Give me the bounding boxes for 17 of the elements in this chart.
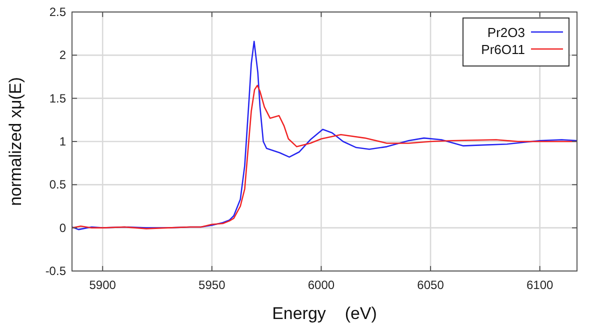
x-tick-label: 6050	[417, 278, 444, 292]
y-tick-label: 2	[59, 48, 66, 62]
x-tick-label: 5950	[198, 278, 226, 292]
y-tick-label: 0.5	[49, 178, 66, 192]
y-tick-label: 0	[59, 220, 66, 235]
y-tick-label: 1	[59, 134, 66, 148]
x-tick-label: 6000	[308, 278, 335, 292]
line-series	[71, 40, 578, 230]
x-tick-label: 6100	[526, 278, 554, 292]
x-axis-title: Energy (eV)	[272, 304, 377, 323]
x-tick-label: 5900	[89, 278, 116, 292]
y-tick-label: 1.5	[49, 91, 66, 106]
y-axis-title: normalized xμ(E)	[6, 77, 25, 206]
legend-label: Pr6O11	[481, 42, 525, 57]
y-tick-label: 2.5	[49, 5, 66, 19]
legend-label: Pr2O3	[487, 25, 525, 40]
y-tick-label: -0.5	[45, 264, 66, 278]
